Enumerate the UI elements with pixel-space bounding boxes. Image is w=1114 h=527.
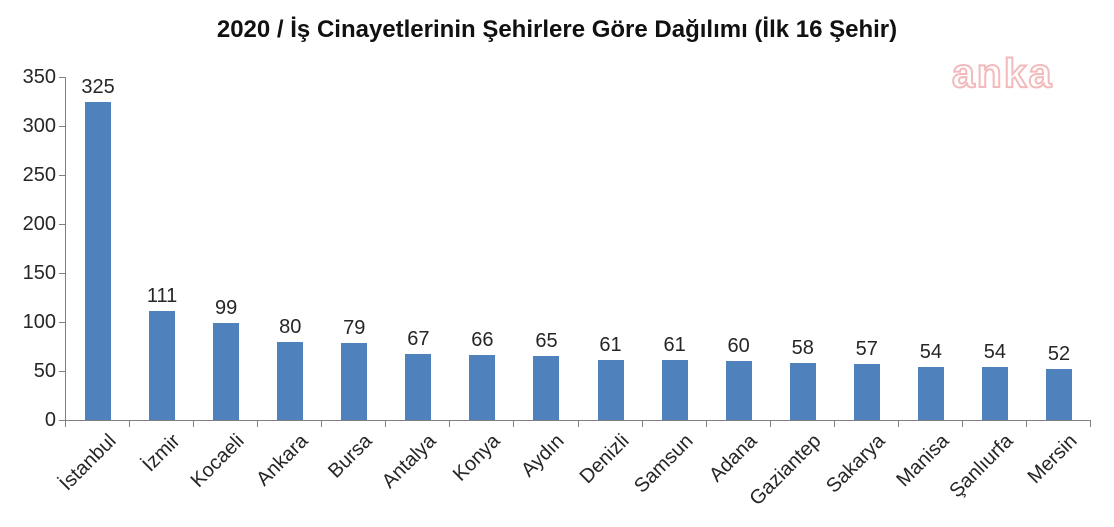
bar-value-label: 54 xyxy=(983,341,1007,364)
bar-value-label: 61 xyxy=(599,334,622,357)
bar-value-label: 325 xyxy=(81,75,115,98)
y-axis-tick-label: 100 xyxy=(22,311,56,333)
y-axis-tick-mark xyxy=(59,322,65,323)
y-axis-tick-mark xyxy=(59,371,65,372)
y-axis-tick-label: 350 xyxy=(22,66,56,88)
bar xyxy=(213,322,240,420)
x-axis-tick-mark xyxy=(449,421,451,427)
y-axis-tick-mark xyxy=(59,77,65,78)
bar xyxy=(725,361,752,420)
x-axis-tick-mark xyxy=(641,421,643,427)
bar xyxy=(277,341,304,420)
bar-value-label: 65 xyxy=(535,330,558,353)
anka-watermark-logo: anka xyxy=(951,49,1054,97)
bar xyxy=(917,367,944,420)
y-axis-tick-label: 250 xyxy=(22,164,56,186)
bar-value-label: 57 xyxy=(855,338,878,361)
x-axis-tick-mark xyxy=(65,421,66,427)
bar xyxy=(661,360,688,420)
bar xyxy=(533,356,560,420)
x-axis-tick-mark xyxy=(385,421,387,427)
x-axis-tick-mark xyxy=(1025,421,1027,427)
bar xyxy=(405,354,432,420)
x-axis-tick-mark xyxy=(897,421,899,427)
x-axis-tick-mark xyxy=(257,421,259,427)
bar-value-label: 99 xyxy=(215,296,238,319)
bar-value-label: 111 xyxy=(146,285,178,308)
bar-value-label: 54 xyxy=(919,341,942,364)
bar xyxy=(149,311,176,420)
bar-value-label: 58 xyxy=(791,337,814,360)
y-axis-tick-label: 150 xyxy=(22,262,56,284)
x-axis-tick-mark xyxy=(193,421,195,427)
x-axis-tick-mark xyxy=(961,421,963,427)
bar-value-label: 80 xyxy=(279,315,302,338)
y-axis-tick-label: 0 xyxy=(44,409,56,431)
bar-value-label: 52 xyxy=(1047,343,1071,366)
bar xyxy=(1045,369,1072,420)
y-axis-tick-label: 50 xyxy=(33,360,56,382)
bar-value-label: 67 xyxy=(407,328,430,351)
bar-value-label: 60 xyxy=(727,335,750,358)
y-axis-tick-mark xyxy=(59,224,65,225)
x-axis-tick-mark xyxy=(1090,421,1091,427)
bar xyxy=(85,101,112,420)
x-axis-tick-mark xyxy=(769,421,771,427)
x-axis-tick-mark xyxy=(129,421,131,427)
bar xyxy=(469,355,496,420)
x-axis-tick-mark xyxy=(833,421,835,427)
bar xyxy=(789,363,816,420)
bar-value-label: 79 xyxy=(343,316,366,339)
y-axis-tick-label: 300 xyxy=(22,115,56,137)
plot-area: 325 111 99 80 79 67 66 65 61 61 60 58 57 54 54 52 xyxy=(65,77,1091,421)
bar-value-label: 61 xyxy=(663,334,686,357)
y-axis-tick-mark xyxy=(59,175,65,176)
y-axis-tick-mark xyxy=(59,273,65,274)
x-axis-tick-mark xyxy=(513,421,515,427)
y-axis-tick-mark xyxy=(59,126,65,127)
y-axis-tick-mark xyxy=(59,420,65,421)
bar-value-label: 66 xyxy=(471,329,494,352)
x-axis-tick-mark xyxy=(705,421,707,427)
bar xyxy=(981,367,1008,420)
y-axis-tick-label: 200 xyxy=(22,213,56,235)
x-axis-tick-mark xyxy=(577,421,579,427)
x-axis-tick-mark xyxy=(321,421,323,427)
bar xyxy=(853,364,880,420)
chart-title: 2020 / İş Cinayetlerinin Şehirlere Göre … xyxy=(216,16,898,43)
bar xyxy=(597,360,624,420)
bar xyxy=(341,342,368,420)
